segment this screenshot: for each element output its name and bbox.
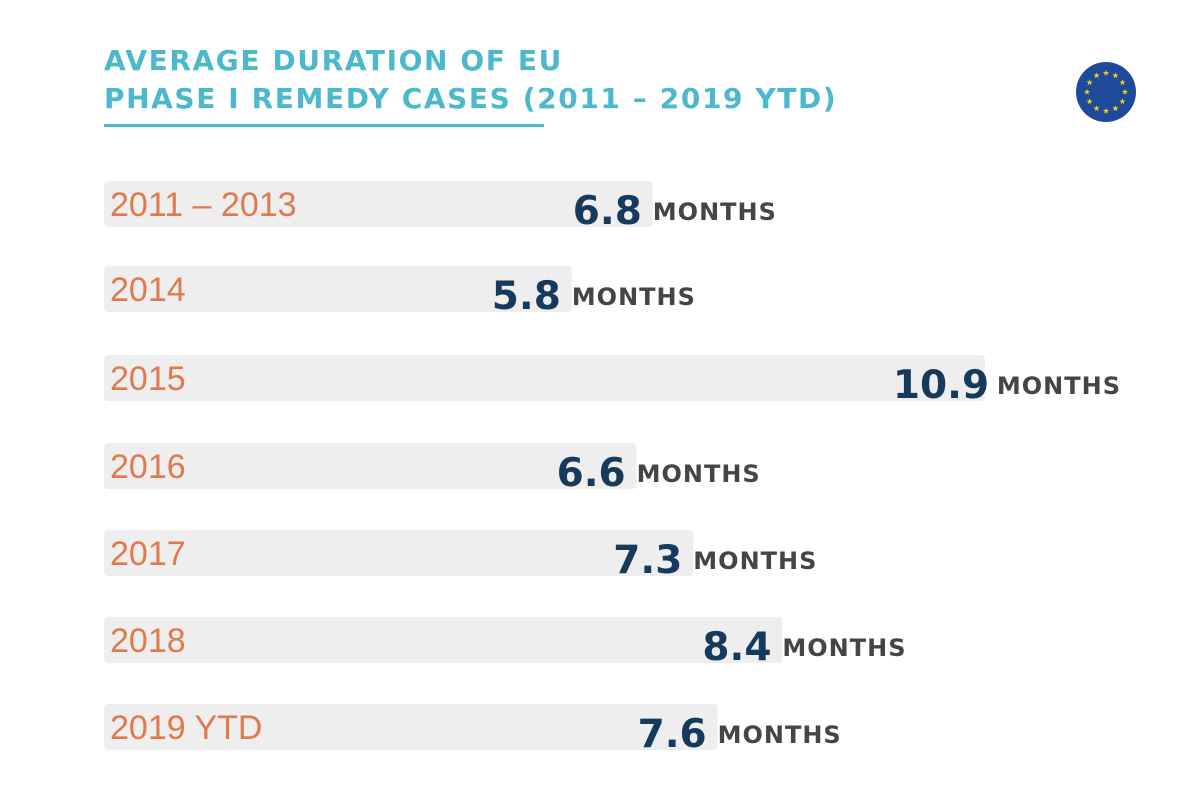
chart-title-line-2: PHASE I REMEDY CASES (2011 – 2019 YTD) [104, 82, 838, 115]
unit-label: MONTHS [637, 460, 761, 488]
bar [104, 443, 637, 489]
value-label: 6.6 [557, 451, 626, 496]
value-label: 6.8 [573, 189, 642, 234]
category-label: 2015 [110, 360, 186, 398]
bar [104, 530, 694, 576]
bar [104, 181, 653, 227]
flag-star [1093, 105, 1100, 112]
flag-star [1086, 79, 1093, 86]
category-label: 2014 [110, 271, 186, 309]
bar [104, 266, 572, 312]
flag-star [1102, 107, 1110, 114]
unit-label: MONTHS [572, 283, 696, 311]
flag-star [1121, 88, 1129, 95]
category-label: 2019 YTD [110, 709, 262, 747]
flag-star [1093, 72, 1100, 79]
category-label: 2016 [110, 448, 186, 486]
unit-label: MONTHS [718, 721, 842, 749]
value-label: 10.9 [893, 363, 989, 408]
eu-flag-icon [1076, 62, 1136, 122]
chart-title: AVERAGE DURATION OF EU PHASE I REMEDY CA… [104, 42, 864, 118]
flag-star [1112, 72, 1119, 79]
unit-label: MONTHS [997, 372, 1121, 400]
chart-title-line-1: AVERAGE DURATION OF EU [104, 44, 563, 77]
category-label: 2011 – 2013 [110, 186, 297, 224]
bar [104, 355, 985, 401]
value-label: 5.8 [492, 274, 561, 319]
flag-star [1086, 98, 1093, 105]
flag-star [1102, 69, 1110, 76]
flag-disc [1076, 62, 1136, 122]
value-label: 7.6 [638, 712, 707, 757]
unit-label: MONTHS [693, 547, 817, 575]
flag-star [1112, 105, 1119, 112]
bar [104, 704, 718, 750]
unit-label: MONTHS [782, 634, 906, 662]
flag-star [1119, 98, 1126, 105]
flag-star [1119, 79, 1126, 86]
bar [104, 617, 783, 663]
title-underline [104, 124, 544, 127]
value-label: 8.4 [702, 625, 771, 670]
unit-label: MONTHS [653, 198, 777, 226]
value-label: 7.3 [613, 538, 682, 583]
category-label: 2018 [110, 622, 186, 660]
category-label: 2017 [110, 535, 186, 573]
flag-star [1083, 88, 1091, 95]
